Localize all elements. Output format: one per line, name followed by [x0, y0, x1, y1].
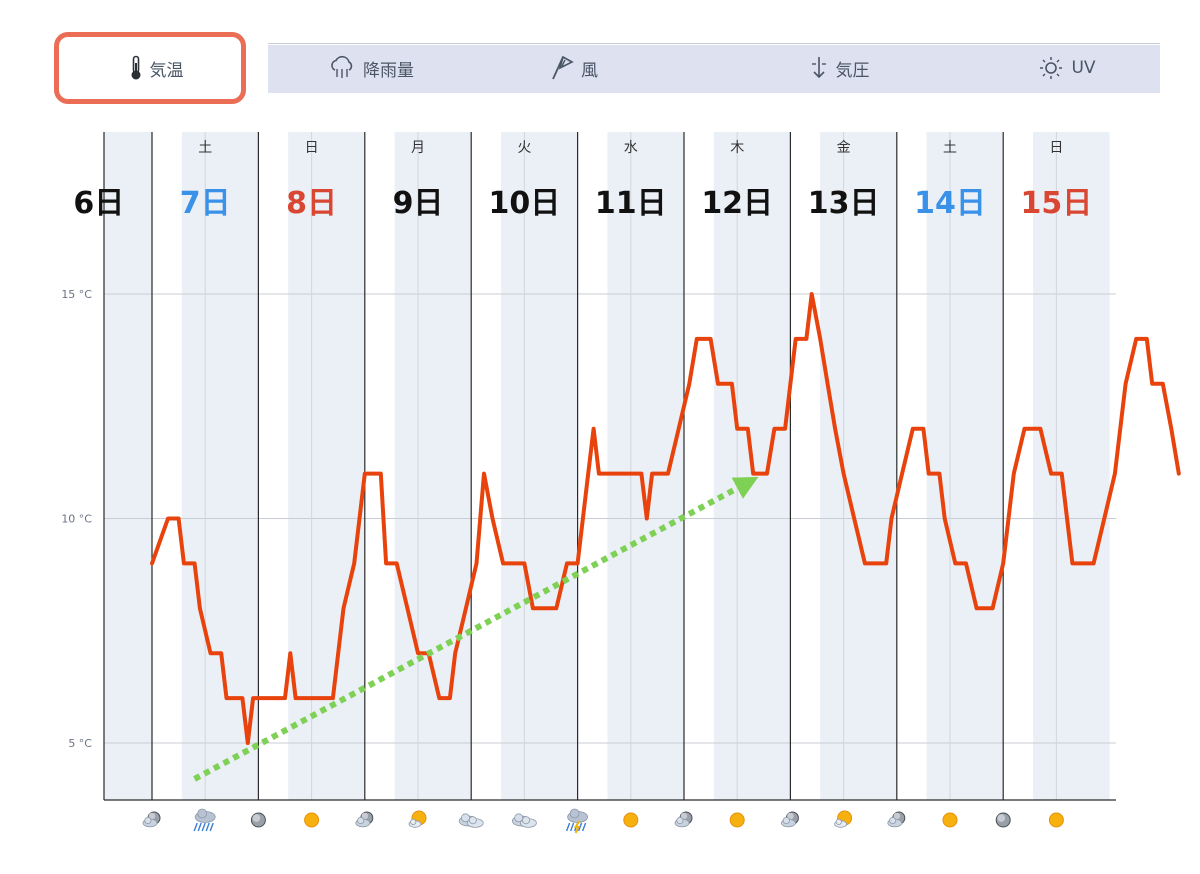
weekday-label: 金	[837, 140, 851, 156]
cloud-icon	[512, 813, 537, 828]
tab-bar-divider	[44, 43, 1160, 44]
date-label: 8日	[286, 186, 337, 221]
sun-icon	[729, 812, 745, 828]
weekday-label: 水	[624, 140, 638, 156]
weekday-label: 日	[1049, 140, 1063, 156]
date-label: 14日	[914, 186, 986, 221]
date-label: 9日	[393, 186, 444, 221]
night-band	[1032, 132, 1110, 800]
sun-cloud-icon	[408, 810, 427, 828]
night-band	[820, 132, 897, 800]
tab-wind-label: 風	[581, 60, 598, 81]
cloud-icon	[458, 813, 484, 828]
date-label: 6日	[73, 186, 124, 221]
cloud-moon-icon	[142, 811, 161, 828]
weekday-label: 土	[198, 140, 212, 156]
date-label: 13日	[808, 186, 880, 221]
trend-arrow	[193, 476, 759, 782]
tab-bar-background	[268, 45, 1160, 93]
moon-icon	[995, 812, 1011, 828]
sun-icon	[1040, 57, 1063, 79]
rain-cloud-icon	[331, 55, 353, 78]
night-band	[500, 132, 578, 800]
date-label: 15日	[1021, 186, 1093, 221]
night-band	[181, 132, 259, 800]
y-tick-label: 10 °C	[61, 513, 92, 526]
night-band	[607, 132, 684, 800]
windsock-icon	[552, 55, 574, 80]
sun-icon	[623, 812, 639, 828]
night-band	[926, 132, 1004, 800]
date-label: 10日	[489, 186, 561, 221]
cloud-moon-icon	[781, 811, 799, 828]
tab-temperature-label: 気温	[149, 60, 184, 81]
y-tick-label: 15 °C	[61, 288, 92, 301]
tab-wind[interactable]: 風	[474, 43, 674, 93]
weekday-label: 火	[517, 140, 531, 156]
date-label: 11日	[595, 186, 667, 221]
sun-icon	[942, 812, 958, 828]
night-band	[288, 132, 365, 800]
cloud-moon-icon	[674, 811, 693, 828]
tab-pressure-label: 気圧	[835, 60, 870, 81]
tab-uv[interactable]: UV	[974, 43, 1160, 93]
weekday-label: 木	[730, 140, 744, 156]
tab-rainfall-label: 降雨量	[363, 60, 414, 81]
night-band	[104, 132, 152, 800]
tab-rainfall[interactable]: 降雨量	[268, 43, 474, 93]
weekday-label: 月	[411, 140, 425, 156]
thermometer-icon	[131, 55, 140, 80]
weekday-label: 日	[305, 140, 319, 156]
sun-cloud-icon	[834, 810, 853, 828]
moon-icon	[250, 812, 266, 828]
cloud-moon-icon	[355, 811, 374, 828]
date-label: 12日	[701, 186, 773, 221]
metric-tab-bar: 気温 降雨量 風 気圧	[44, 43, 1160, 93]
tab-pressure[interactable]: 気圧	[704, 43, 974, 93]
pressure-arrow-icon	[811, 57, 826, 79]
rain-icon	[193, 808, 216, 832]
thunder-rain-icon	[565, 808, 588, 834]
sun-icon	[304, 812, 320, 828]
y-tick-label: 5 °C	[68, 737, 92, 750]
date-label: 7日	[180, 186, 231, 221]
cloud-moon-icon	[887, 811, 906, 828]
weekday-label: 土	[943, 140, 957, 156]
tab-temperature[interactable]: 気温	[44, 43, 268, 93]
temperature-line	[150, 292, 1181, 745]
sun-icon	[1048, 812, 1064, 828]
tab-uv-label: UV	[1071, 58, 1096, 78]
night-band	[394, 132, 472, 800]
